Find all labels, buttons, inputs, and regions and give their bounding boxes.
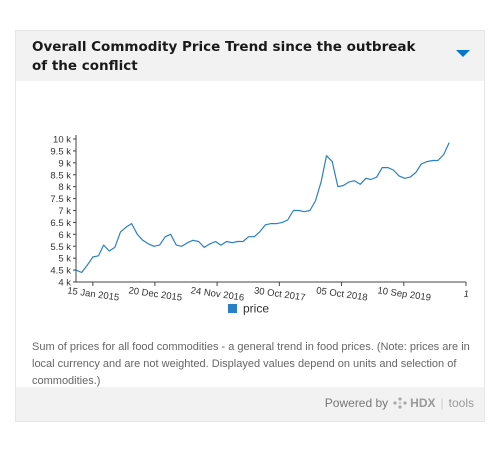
y-tick-label: 5.5 k bbox=[50, 242, 71, 253]
hdx-logo: HDX bbox=[393, 396, 436, 410]
y-tick-label: 6 k bbox=[58, 230, 71, 241]
x-tick-label: 10 Sep 2019 bbox=[377, 285, 432, 303]
powered-by-label: Powered by bbox=[324, 396, 389, 410]
y-tick-label: 6.5 k bbox=[50, 218, 71, 229]
y-tick-label: 8 k bbox=[58, 182, 71, 193]
powered-by[interactable]: Powered by HDX | tools bbox=[325, 396, 474, 410]
x-tick-label: 20 Dec 2015 bbox=[128, 285, 183, 303]
widget-header: Overall Commodity Price Trend since the … bbox=[16, 31, 484, 81]
y-tick-label: 9 k bbox=[58, 158, 71, 169]
legend-label: price bbox=[243, 302, 269, 316]
x-tick-label: 1 bbox=[463, 289, 470, 301]
y-tick-label: 5 k bbox=[58, 254, 71, 265]
y-tick-label: 7 k bbox=[58, 206, 71, 217]
x-tick-label: 24 Nov 2016 bbox=[190, 285, 245, 303]
y-tick-label: 4 k bbox=[58, 278, 71, 289]
chart-title: Overall Commodity Price Trend since the … bbox=[32, 39, 416, 74]
price-series-line bbox=[75, 142, 450, 274]
y-tick-label: 7.5 k bbox=[50, 194, 71, 205]
price-trend-chart: 4 k4.5 k5 k5.5 k6 k6.5 k7 k7.5 k8 k8.5 k… bbox=[50, 135, 470, 316]
footer-bar: Powered by HDX | tools bbox=[16, 387, 484, 421]
y-tick-label: 10 k bbox=[53, 135, 71, 146]
hdx-dots-icon bbox=[393, 397, 407, 409]
brand-separator: | bbox=[440, 396, 444, 410]
x-tick-label: 05 Oct 2018 bbox=[316, 285, 369, 303]
hdx-brand: HDX bbox=[410, 396, 436, 410]
x-tick-label: 15 Jan 2015 bbox=[67, 285, 120, 303]
chevron-down-icon[interactable] bbox=[456, 50, 470, 57]
chart-widget: Overall Commodity Price Trend since the … bbox=[15, 30, 485, 422]
chart-description: Sum of prices for all food commodities -… bbox=[32, 341, 470, 387]
legend-swatch bbox=[228, 304, 237, 313]
y-tick-label: 9.5 k bbox=[50, 146, 71, 157]
tools-label: tools bbox=[448, 396, 474, 410]
y-tick-label: 4.5 k bbox=[50, 266, 71, 277]
y-tick-label: 8.5 k bbox=[50, 170, 71, 181]
